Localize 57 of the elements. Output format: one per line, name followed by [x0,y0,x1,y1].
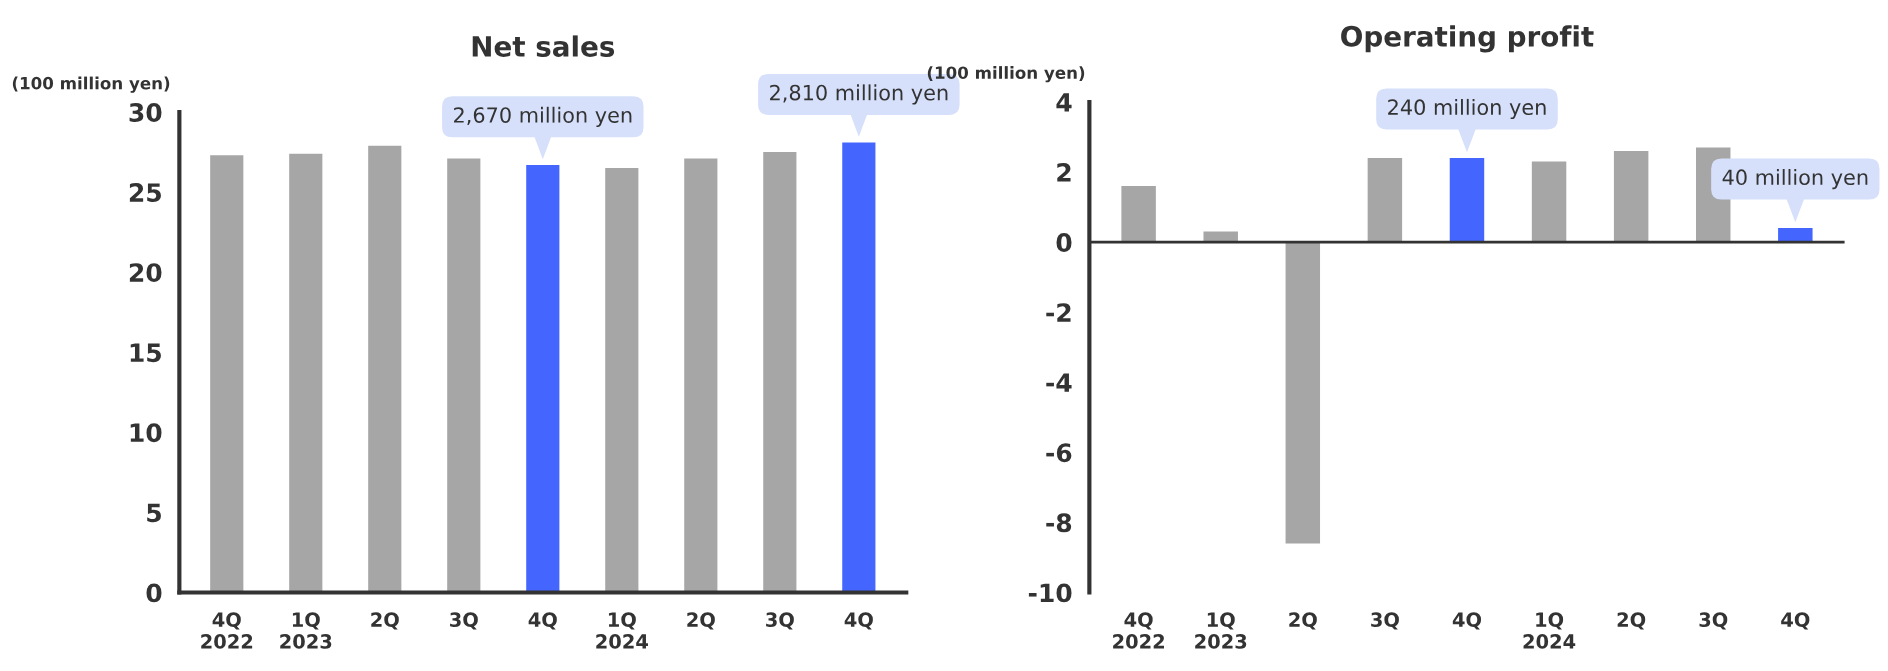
y-tick-label: 4 [1056,93,1072,112]
y-tick-label: -4 [1046,373,1072,392]
chart-title: Net sales [472,35,615,57]
bar [1367,158,1403,243]
x-tick-label: 3Q [1371,612,1399,630]
y-axis-title: (100 million yen) [12,76,170,93]
annotation: 240 million yen [1388,98,1546,120]
x-tick-label: 4Q [844,612,873,630]
bar [605,168,639,593]
x-tick-label: 2Q [1289,612,1317,630]
x-tick-label: 4Q 2022 [201,612,253,649]
bar [842,142,876,593]
bar [526,164,560,593]
bar [1531,161,1567,243]
y-axis-title: (100 million yen) [927,66,1085,83]
x-tick-label: 1Q 2024 [1523,612,1576,649]
x-tick-label: 3Q [450,612,478,630]
annotation: 40 million yen [1722,168,1868,190]
y-tick-label: 2 [1057,163,1071,182]
y-tick-label: -10 [1028,583,1072,603]
text: 2,810 million yen [770,84,948,105]
y-tick-label: 20 [129,263,162,283]
bar [1778,228,1813,243]
bar [210,155,244,593]
y-tick-label: 10 [130,423,162,443]
y-tick-label: 15 [130,343,161,363]
bar [368,145,402,593]
x-tick-label: 1Q 2023 [1195,612,1247,649]
x-tick-label: 1Q 2023 [280,612,332,649]
x-tick-label: 1Q 2024 [596,612,648,649]
x-tick-label: 4Q 2022 [1113,612,1164,649]
x-tick-label: 4Q [1781,612,1810,630]
y-tick-label: 5 [147,503,161,523]
bar [1285,242,1321,544]
x-tick-label: 3Q [1699,612,1728,630]
y-tick-label: -8 [1046,513,1072,533]
x-tick-label: 3Q [766,612,794,630]
x-tick-label: 4Q [528,612,557,630]
x-tick-label: 2Q [1617,612,1646,630]
chart-title: Operating profit [1341,25,1594,53]
bar [447,158,481,593]
bar [289,153,323,593]
bar [684,158,718,593]
bar [1449,158,1485,243]
y-tick-label: 0 [146,583,162,603]
x-tick-label: 2Q [687,612,715,630]
y-tick-label: -2 [1046,303,1071,322]
x-tick-label: 4Q [1452,612,1482,630]
x-tick-label: 2Q [371,612,399,630]
annotation: 2,670 million yen [454,106,632,127]
bar [763,152,797,593]
bar [1613,151,1649,243]
y-tick-label: 0 [1056,233,1072,252]
y-tick-label: -6 [1046,443,1072,463]
bar [1121,186,1156,243]
y-tick-label: 25 [129,183,161,202]
y-tick-label: 30 [129,103,162,122]
